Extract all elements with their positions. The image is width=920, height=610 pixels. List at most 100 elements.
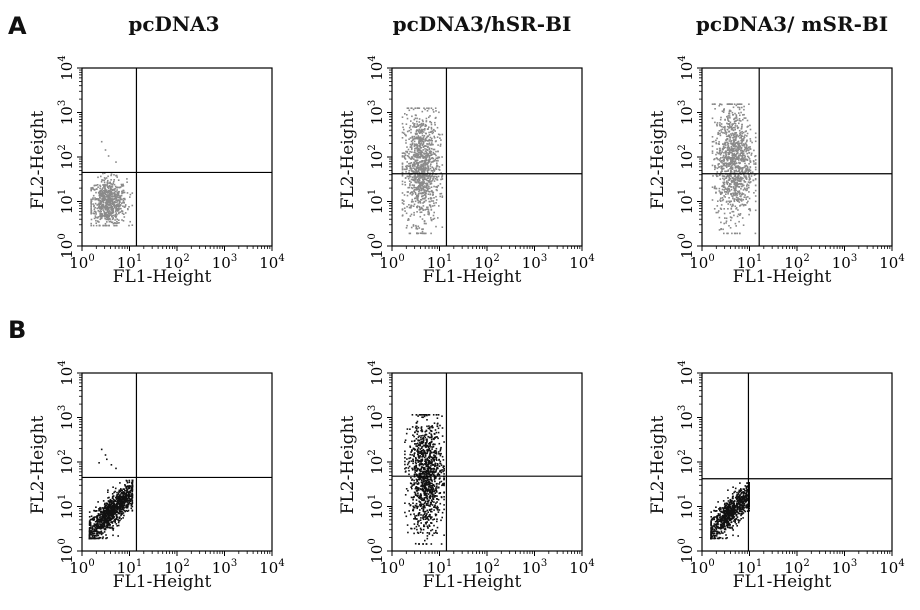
- event-point: [727, 165, 730, 167]
- event-point: [401, 167, 404, 169]
- event-point: [731, 158, 733, 161]
- event-point: [120, 492, 123, 494]
- event-point: [416, 174, 419, 176]
- event-point: [97, 186, 99, 188]
- event-point: [752, 160, 755, 162]
- event-point: [114, 496, 117, 499]
- event-point: [720, 125, 723, 128]
- event-point: [413, 124, 416, 127]
- event-point: [734, 194, 736, 197]
- event-point: [420, 140, 423, 142]
- event-point: [98, 192, 101, 194]
- event-point: [740, 135, 743, 137]
- event-point: [118, 517, 121, 519]
- event-point: [119, 507, 122, 509]
- event-point: [425, 132, 427, 135]
- event-point: [746, 152, 748, 155]
- event-point: [420, 184, 423, 187]
- event-point: [723, 212, 726, 215]
- event-point: [433, 454, 435, 456]
- event-point: [98, 508, 100, 510]
- event-point: [422, 143, 425, 145]
- event-point: [104, 454, 107, 456]
- event-point: [405, 142, 407, 144]
- event-point: [743, 175, 745, 177]
- event-point: [99, 523, 102, 526]
- event-point: [122, 494, 125, 496]
- event-point: [416, 146, 419, 149]
- event-point: [435, 502, 437, 504]
- event-point: [727, 142, 730, 145]
- event-point: [92, 537, 95, 540]
- event-point: [744, 165, 746, 167]
- event-point: [420, 206, 423, 209]
- event-point: [744, 176, 746, 178]
- event-point: [97, 198, 99, 200]
- event-point: [104, 506, 107, 508]
- x-tick-label: 102: [164, 253, 189, 272]
- event-point: [747, 155, 749, 158]
- event-point: [718, 105, 721, 107]
- event-point: [433, 185, 435, 188]
- event-point: [424, 164, 426, 167]
- event-point: [410, 486, 412, 488]
- event-point: [88, 537, 91, 540]
- event-point: [726, 189, 729, 192]
- event-point: [441, 195, 444, 197]
- event-point: [426, 509, 429, 512]
- event-point: [425, 152, 428, 155]
- event-point: [413, 491, 416, 494]
- event-point: [414, 117, 417, 120]
- y-axis-label: FL2-Height: [28, 110, 48, 210]
- event-point: [419, 470, 422, 473]
- event-point: [100, 532, 103, 534]
- event-point: [105, 212, 107, 215]
- event-point: [93, 516, 96, 518]
- event-point: [744, 134, 746, 136]
- event-point: [109, 202, 112, 205]
- event-point: [126, 499, 128, 502]
- event-point: [740, 200, 743, 202]
- event-point: [424, 506, 426, 509]
- event-point: [738, 112, 740, 114]
- event-point: [746, 144, 748, 147]
- event-point: [412, 108, 415, 111]
- event-point: [115, 206, 118, 209]
- event-point: [123, 514, 125, 517]
- event-point: [739, 133, 742, 136]
- event-point: [114, 206, 116, 209]
- event-point: [110, 208, 112, 210]
- event-point: [716, 124, 718, 127]
- event-point: [726, 159, 729, 162]
- event-point: [738, 166, 740, 168]
- event-point: [433, 135, 435, 138]
- panel-letter-b: B: [8, 316, 27, 344]
- event-point: [113, 189, 116, 191]
- event-point: [405, 488, 408, 490]
- event-point: [754, 209, 757, 212]
- event-point: [410, 204, 413, 207]
- event-point: [730, 143, 733, 145]
- event-point: [739, 213, 742, 215]
- event-point: [102, 532, 104, 534]
- event-point: [728, 112, 730, 115]
- event-point: [421, 185, 424, 187]
- event-point: [103, 177, 106, 179]
- event-point: [410, 146, 413, 148]
- event-point: [725, 193, 727, 195]
- y-tick-label: 100: [367, 233, 386, 258]
- event-point: [419, 531, 422, 533]
- event-point: [421, 192, 423, 194]
- event-point: [732, 187, 735, 189]
- event-point: [118, 208, 120, 211]
- event-point: [110, 174, 112, 177]
- event-point: [101, 523, 104, 525]
- event-point: [726, 188, 729, 191]
- event-point: [753, 149, 755, 152]
- event-point: [748, 197, 751, 200]
- event-point: [741, 185, 743, 188]
- event-point: [435, 453, 438, 455]
- event-point: [421, 168, 424, 170]
- event-point: [754, 136, 757, 139]
- event-point: [730, 168, 732, 170]
